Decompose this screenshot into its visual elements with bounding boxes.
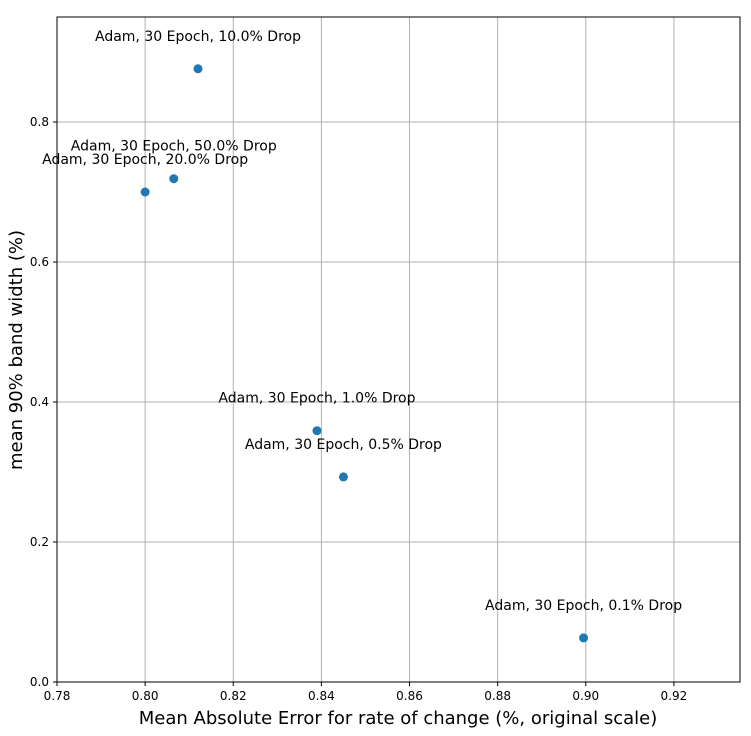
data-point-label: Adam, 30 Epoch, 1.0% Drop	[218, 391, 415, 407]
data-point-label: Adam, 30 Epoch, 0.5% Drop	[245, 437, 442, 453]
data-points	[140, 64, 589, 643]
y-axis-label: mean 90% band width (%)	[6, 230, 27, 470]
y-tick-label: 0.2	[30, 535, 49, 549]
x-tick-label: 0.84	[308, 689, 335, 703]
y-tick-label: 0.8	[30, 115, 49, 129]
data-point	[193, 64, 203, 74]
x-tick-label: 0.82	[220, 689, 247, 703]
x-axis-label: Mean Absolute Error for rate of change (…	[139, 708, 658, 729]
x-tick-label: 0.80	[132, 689, 159, 703]
x-tick-label: 0.88	[484, 689, 511, 703]
x-tick-label: 0.92	[661, 689, 688, 703]
data-point	[169, 174, 179, 184]
y-tick-label: 0.0	[30, 675, 49, 689]
data-point-label: Adam, 30 Epoch, 0.1% Drop	[485, 598, 682, 614]
point-labels: Adam, 30 Epoch, 10.0% Drop Adam, 30 Epoch…	[42, 29, 682, 614]
data-point-label: Adam, 30 Epoch, 50.0% Drop	[71, 139, 277, 155]
y-tick-label: 0.4	[30, 395, 49, 409]
x-tick-label: 0.90	[572, 689, 599, 703]
axis-ticks: 0.78 0.80 0.82 0.84 0.86 0.88 0.90 0.92 0.0 0.2 0.…	[30, 115, 687, 703]
data-point-label: Adam, 30 Epoch, 20.0% Drop	[42, 152, 248, 168]
data-point	[579, 633, 589, 643]
data-point	[338, 472, 348, 482]
grid	[56, 17, 740, 683]
data-point	[140, 187, 150, 197]
y-tick-label: 0.6	[30, 255, 49, 269]
x-tick-label: 0.86	[396, 689, 423, 703]
plot-frame	[56, 16, 741, 683]
data-point-label: Adam, 30 Epoch, 10.0% Drop	[95, 29, 301, 45]
x-tick-label: 0.78	[44, 689, 71, 703]
data-point	[312, 426, 322, 436]
